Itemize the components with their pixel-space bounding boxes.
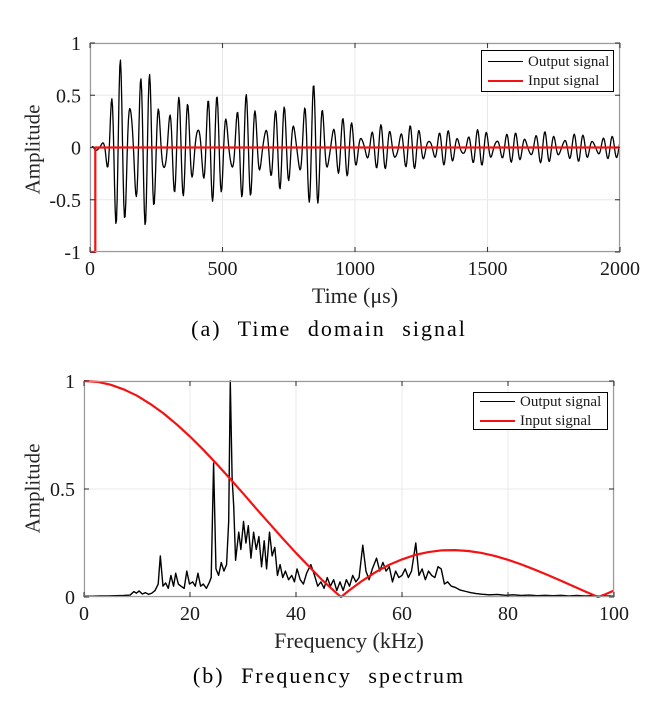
caption-frequency-spectrum: (b) Frequency spectrum <box>192 663 466 688</box>
frequency-legend: Output signal Input signal <box>473 392 608 430</box>
output-signal-line-sample <box>480 401 515 402</box>
legend-item-output: Output signal <box>488 53 610 70</box>
series-output-signal <box>90 59 620 226</box>
frequency-y-axis-label: Amplitude <box>20 443 45 534</box>
time-domain-y-axis-label: Amplitude <box>20 104 45 195</box>
y-tick-label: 1 <box>71 33 81 55</box>
time-domain-x-axis-label: Time (μs) <box>311 283 399 308</box>
time-domain-plot: 0 500 1000 1500 2000 -1 -0.5 0 0.5 1 <box>49 33 640 280</box>
x-tick-label: 80 <box>498 603 518 625</box>
frequency-x-axis-label: Frequency (kHz) <box>274 628 424 653</box>
caption-time-domain: (a) Time domain signal <box>191 316 467 341</box>
y-tick-label: 1 <box>65 371 75 393</box>
x-tick-label: 0 <box>85 258 95 280</box>
legend-item-output: Output signal <box>480 393 602 410</box>
legend-item-input: Input signal <box>488 73 606 89</box>
x-tick-label: 2000 <box>600 258 640 280</box>
y-tick-label: 0 <box>71 138 81 160</box>
y-tick-label: -0.5 <box>49 190 81 212</box>
x-tick-label: 100 <box>599 603 629 625</box>
y-tick-label: -1 <box>64 242 81 264</box>
time-domain-legend: Output signal Input signal <box>481 50 614 92</box>
y-tick-label: 0.5 <box>50 479 75 501</box>
x-tick-label: 40 <box>286 603 306 625</box>
x-tick-label: 20 <box>180 603 200 625</box>
tick-marks <box>83 380 615 598</box>
legend-label-input: Input signal <box>520 412 592 429</box>
series-output-signal <box>84 380 614 597</box>
frequency-spectrum-plot: 0 20 40 60 80 100 0 0.5 1 <box>50 371 629 625</box>
input-signal-line-sample <box>480 419 515 422</box>
legend-label-output: Output signal <box>520 393 602 410</box>
x-tick-label: 1000 <box>335 258 375 280</box>
output-signal-line-sample <box>488 61 523 62</box>
x-tick-label: 60 <box>392 603 412 625</box>
legend-label-input: Input signal <box>528 72 600 89</box>
y-tick-label: 0 <box>65 587 75 609</box>
y-tick-label: 0.5 <box>56 85 81 107</box>
series-input-signal <box>84 380 614 598</box>
legend-label-output: Output signal <box>528 53 610 70</box>
tick-marks <box>89 42 621 253</box>
input-signal-line-sample <box>488 79 523 82</box>
legend-item-input: Input signal <box>480 413 600 429</box>
x-tick-label: 1500 <box>468 258 508 280</box>
x-tick-label: 500 <box>208 258 238 280</box>
x-tick-label: 0 <box>79 603 89 625</box>
